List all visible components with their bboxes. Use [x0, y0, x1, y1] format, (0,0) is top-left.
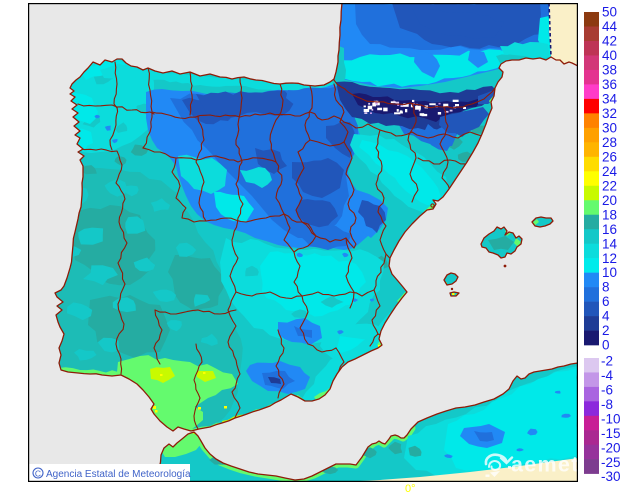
- svg-text:2: 2: [602, 323, 610, 338]
- svg-text:36: 36: [602, 77, 617, 92]
- svg-text:20: 20: [602, 193, 617, 208]
- svg-text:-8: -8: [601, 397, 613, 412]
- svg-text:aemet: aemet: [511, 453, 580, 477]
- svg-text:24: 24: [602, 164, 618, 179]
- svg-text:4: 4: [602, 309, 610, 324]
- svg-text:10: 10: [602, 265, 617, 280]
- svg-text:-2: -2: [601, 354, 613, 369]
- svg-text:6: 6: [602, 294, 610, 309]
- svg-text:12: 12: [602, 251, 617, 266]
- svg-text:30: 30: [602, 120, 617, 135]
- svg-text:0°: 0°: [405, 483, 416, 495]
- svg-text:-20: -20: [601, 440, 621, 455]
- svg-text:8: 8: [602, 280, 610, 295]
- svg-text:-6: -6: [601, 383, 613, 398]
- svg-text:44: 44: [602, 19, 618, 34]
- svg-text:28: 28: [602, 135, 617, 150]
- svg-text:-15: -15: [601, 426, 621, 441]
- svg-text:16: 16: [602, 222, 617, 237]
- svg-text:18: 18: [602, 207, 617, 222]
- svg-text:-4: -4: [601, 368, 613, 383]
- svg-text:42: 42: [602, 34, 617, 49]
- svg-text:C: C: [35, 469, 41, 479]
- svg-text:50: 50: [602, 5, 617, 20]
- svg-text:38: 38: [602, 63, 617, 78]
- svg-text:-10: -10: [601, 411, 621, 426]
- svg-text:32: 32: [602, 106, 617, 121]
- svg-text:14: 14: [602, 236, 618, 251]
- svg-text:-30: -30: [601, 469, 621, 484]
- svg-text:-25: -25: [601, 455, 621, 470]
- svg-text:40: 40: [602, 48, 617, 63]
- svg-text:22: 22: [602, 178, 617, 193]
- svg-text:26: 26: [602, 149, 617, 164]
- svg-text:0: 0: [602, 338, 610, 353]
- svg-text:Agencia Estatal de Meteorologí: Agencia Estatal de Meteorología: [46, 469, 191, 480]
- svg-text:34: 34: [602, 92, 618, 107]
